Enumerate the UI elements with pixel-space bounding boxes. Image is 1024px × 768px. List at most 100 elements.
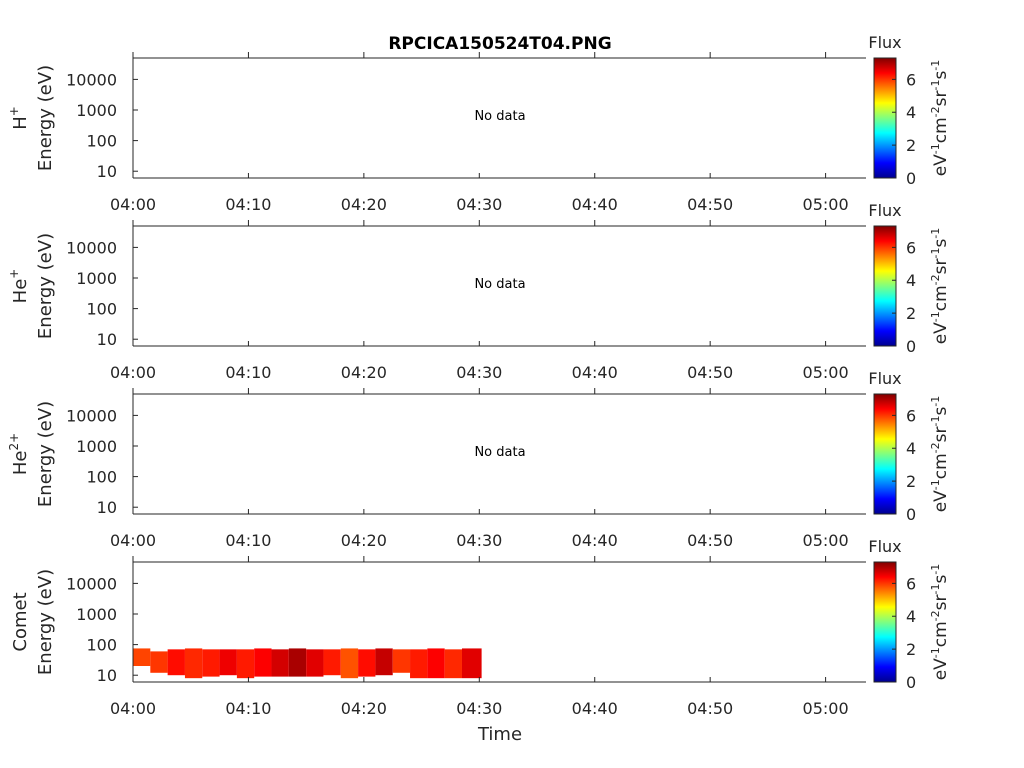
colorbar-tick-label: 4	[906, 607, 916, 626]
y-tick-label: 10	[97, 666, 117, 685]
y-tick-label: 10000	[66, 406, 117, 425]
unit-base: cm	[931, 621, 951, 647]
unit-base: eV	[931, 490, 951, 512]
colorbar-tick-label: 0	[906, 505, 916, 524]
ion-species-label: He+	[7, 269, 31, 304]
ion-charge: +	[7, 106, 21, 116]
unit-base: sr	[931, 258, 951, 274]
figure-title: RPCICA150524T04.PNG	[388, 34, 611, 54]
x-tick-label: 04:40	[572, 195, 618, 214]
y-axis-label: Energy (eV)	[35, 65, 56, 171]
unit-base: sr	[931, 426, 951, 442]
ion-charge: +	[7, 269, 21, 279]
ion-species-label: H+	[7, 106, 31, 130]
x-tick-label: 04:40	[572, 699, 618, 718]
colorbar-tick-label: 6	[906, 574, 916, 593]
x-tick-label: 04:00	[110, 195, 156, 214]
flux-cell	[410, 649, 428, 679]
colorbar-unit-label: eV-1​cm-2​sr-1​s-1​	[929, 564, 951, 681]
colorbar	[873, 561, 897, 683]
unit-base: eV	[931, 154, 951, 176]
unit-base: s	[931, 71, 951, 80]
x-tick-label: 04:30	[456, 531, 502, 550]
x-tick-label: 04:50	[687, 363, 733, 382]
unit-exponent: -1	[929, 248, 942, 259]
unit-exponent: -1	[929, 647, 942, 658]
x-tick-label: 04:10	[225, 363, 271, 382]
x-tick-label: 05:00	[803, 363, 849, 382]
x-tick-label: 04:20	[341, 195, 387, 214]
y-tick-label: 10000	[66, 238, 117, 257]
y-axis-label: Energy (eV)	[35, 401, 56, 507]
colorbar-tick-label: 2	[906, 640, 916, 659]
unit-base: sr	[931, 90, 951, 106]
unit-exponent: -1	[929, 80, 942, 91]
flux-cell	[392, 649, 411, 673]
unit-exponent: -2	[929, 610, 942, 621]
flux-cell	[375, 648, 393, 676]
colorbar-tick-label: 0	[906, 169, 916, 188]
unit-exponent: -1	[929, 416, 942, 427]
y-tick-label: 10	[97, 162, 117, 181]
x-tick-label: 04:40	[572, 531, 618, 550]
unit-exponent: -2	[929, 442, 942, 453]
x-tick-label: 04:40	[572, 363, 618, 382]
x-tick-label: 04:00	[110, 531, 156, 550]
y-axis-label: Energy (eV)	[35, 569, 56, 675]
flux-cell	[133, 648, 151, 666]
colorbar-tick-label: 6	[906, 238, 916, 257]
ion-species-label: Comet	[10, 592, 31, 651]
no-data-notice: No data	[474, 277, 525, 292]
panel-2: 04:00 04:10 04:20 04:30 04:40 04:50 05:00 10 100…	[7, 201, 951, 382]
ion-name: H	[10, 116, 31, 130]
y-tick-label: 10	[97, 330, 117, 349]
colorbar-tick-label: 6	[906, 406, 916, 425]
ion-charge: 2+	[7, 433, 21, 451]
flux-cell	[288, 648, 307, 677]
no-data-notice: No data	[474, 445, 525, 460]
x-tick-label: 05:00	[803, 531, 849, 550]
x-axis-label: Time	[477, 724, 522, 745]
y-axis-label: Energy (eV)	[35, 233, 56, 339]
unit-base: sr	[931, 594, 951, 610]
flux-cell	[150, 651, 168, 673]
x-tick-label: 04:20	[341, 699, 387, 718]
colorbar-unit-label: eV-1​cm-2​sr-1​s-1​	[929, 228, 951, 345]
colorbar-unit-label: eV-1​cm-2​sr-1​s-1​	[929, 396, 951, 513]
colorbar	[873, 393, 897, 515]
x-tick-label: 04:50	[687, 531, 733, 550]
colorbar-tick-label: 2	[906, 472, 916, 491]
x-tick-label: 04:50	[687, 195, 733, 214]
ion-name: He	[10, 279, 31, 304]
unit-exponent: -1	[929, 584, 942, 595]
unit-base: s	[931, 407, 951, 416]
x-tick-label: 04:30	[456, 363, 502, 382]
x-tick-label: 04:20	[341, 531, 387, 550]
colorbar-tick-label: 4	[906, 271, 916, 290]
unit-base: eV	[931, 658, 951, 680]
flux-cell	[358, 649, 376, 677]
unit-exponent: -1	[929, 311, 942, 322]
y-tick-label: 100	[86, 300, 117, 319]
unit-exponent: -2	[929, 274, 942, 285]
colorbar	[873, 57, 897, 179]
y-tick-label: 1000	[76, 605, 117, 624]
flux-cell	[271, 649, 289, 677]
x-tick-label: 04:30	[456, 699, 502, 718]
unit-exponent: -1	[929, 479, 942, 490]
colorbar-title: Flux	[868, 537, 901, 556]
x-tick-label: 04:30	[456, 195, 502, 214]
flux-cell	[340, 648, 359, 679]
colorbar-tick-label: 0	[906, 337, 916, 356]
colorbar-title: Flux	[868, 369, 901, 388]
flux-cell	[323, 649, 341, 676]
ion-name: Comet	[10, 592, 31, 651]
colorbar	[873, 225, 897, 347]
unit-exponent: -1	[929, 396, 942, 407]
flux-cell	[184, 648, 203, 679]
y-tick-label: 100	[86, 132, 117, 151]
unit-base: s	[931, 575, 951, 584]
x-tick-label: 04:20	[341, 363, 387, 382]
unit-exponent: -1	[929, 143, 942, 154]
